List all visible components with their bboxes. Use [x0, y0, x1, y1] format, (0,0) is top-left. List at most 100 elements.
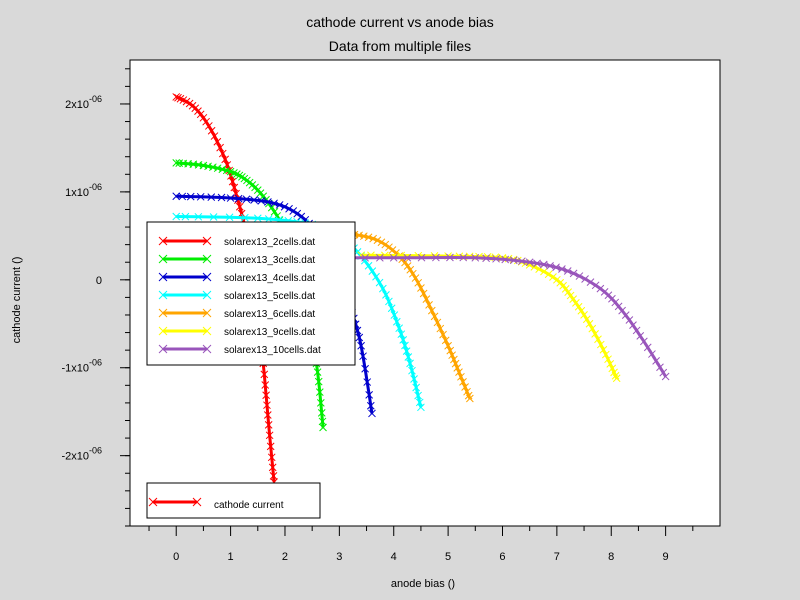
- data-point: [406, 359, 414, 368]
- data-point: [369, 234, 377, 243]
- data-point: [417, 284, 425, 292]
- data-point: [433, 318, 442, 327]
- data-point: [172, 159, 181, 167]
- data-point: [441, 336, 450, 345]
- data-point: [232, 170, 241, 178]
- data-point: [425, 301, 433, 309]
- data-point: [375, 253, 384, 262]
- data-point: [359, 232, 368, 241]
- data-point: [235, 202, 244, 211]
- data-point: [268, 463, 277, 472]
- data-point: [260, 370, 269, 379]
- data-point: [403, 253, 412, 262]
- data-point: [196, 110, 205, 119]
- y-tick-label: 1x10-06: [65, 182, 102, 199]
- data-point: [546, 261, 554, 270]
- data-point: [466, 394, 474, 403]
- data-point: [264, 421, 273, 429]
- data-point: [204, 122, 213, 130]
- data-point: [399, 336, 408, 344]
- legend-label: solarex13_5cells.dat: [224, 291, 315, 302]
- data-point: [539, 260, 548, 269]
- data-point: [581, 275, 589, 283]
- data-point: [385, 297, 393, 306]
- data-point: [263, 401, 271, 410]
- data-point: [591, 329, 599, 338]
- legend-marker: [202, 344, 212, 354]
- data-point: [218, 165, 227, 174]
- data-point: [457, 372, 465, 381]
- data-point: [368, 409, 376, 418]
- data-point: [625, 316, 634, 324]
- x-tick-label: 3: [336, 551, 342, 563]
- data-point: [364, 233, 373, 242]
- data-point: [377, 238, 386, 247]
- data-point: [574, 302, 583, 311]
- data-point: [275, 201, 284, 209]
- data-point: [174, 93, 182, 102]
- data-point: [230, 183, 239, 192]
- data-point: [263, 411, 272, 419]
- legend-marker: [158, 326, 168, 336]
- data-point: [389, 253, 398, 262]
- chart-subtitle: Data from multiple files: [329, 38, 471, 54]
- data-point: [213, 137, 222, 146]
- data-point: [417, 403, 425, 412]
- data-point: [577, 306, 586, 315]
- data-point: [375, 278, 384, 287]
- data-point: [525, 258, 534, 267]
- legend: solarex13_2cells.dat solarex13_3cells.dat…: [146, 221, 356, 366]
- data-point: [656, 363, 664, 372]
- data-point: [226, 194, 235, 202]
- data-point: [261, 381, 270, 389]
- chart-title: cathode current vs anode bias: [306, 14, 494, 30]
- data-point: [217, 193, 226, 202]
- data-point: [270, 199, 278, 208]
- data-point: [417, 253, 426, 262]
- data-point: [582, 315, 591, 324]
- data-point: [235, 171, 244, 180]
- data-point: [199, 113, 208, 122]
- data-point: [314, 377, 323, 386]
- data-point: [221, 155, 230, 164]
- data-point: [240, 213, 249, 222]
- data-point: [385, 243, 393, 252]
- legend-marker: [202, 326, 212, 336]
- data-point: [403, 262, 412, 270]
- legend-secondary: cathode current: [146, 482, 321, 519]
- data-point: [596, 340, 605, 349]
- data-point: [357, 341, 365, 350]
- data-point: [366, 401, 375, 410]
- data-point: [404, 353, 413, 361]
- data-point: [572, 299, 580, 307]
- data-point: [172, 192, 181, 201]
- data-point: [569, 295, 578, 304]
- data-point: [368, 267, 377, 275]
- data-point: [181, 212, 190, 221]
- data-point: [269, 472, 278, 480]
- data-point: [422, 295, 431, 304]
- data-point: [264, 215, 273, 223]
- data-point: [293, 209, 302, 218]
- legend-marker: [202, 290, 212, 300]
- data-point: [591, 281, 600, 290]
- data-point: [450, 355, 458, 364]
- data-point: [401, 258, 409, 267]
- legend-marker: [158, 254, 168, 264]
- data-point: [242, 195, 251, 204]
- data-point: [361, 364, 369, 373]
- data-point: [640, 337, 648, 346]
- data-point: [414, 391, 422, 400]
- data-point: [621, 311, 630, 320]
- data-point: [606, 360, 615, 368]
- data-point: [459, 378, 467, 386]
- data-point: [172, 212, 181, 221]
- data-point: [232, 189, 240, 198]
- data-point: [414, 278, 423, 287]
- data-point: [608, 364, 617, 373]
- data-point: [194, 212, 203, 221]
- data-point: [501, 255, 510, 264]
- data-point: [661, 372, 670, 381]
- data-point: [652, 357, 660, 365]
- x-axis-label: anode bias (): [391, 578, 455, 590]
